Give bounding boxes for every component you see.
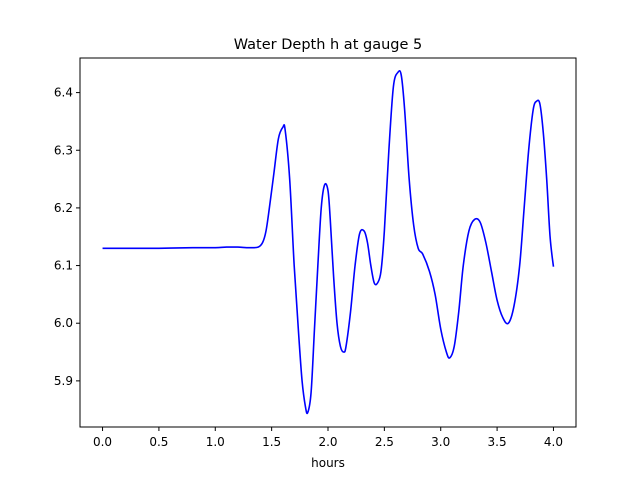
x-tick-label: 1.0 bbox=[206, 435, 225, 449]
x-tick-label: 0.0 bbox=[93, 435, 112, 449]
x-axis-ticks: 0.0 0.5 1.0 1.5 2.0 2.5 3.0 3.5 4.0 bbox=[93, 427, 563, 449]
y-tick-label: 6.0 bbox=[54, 316, 73, 330]
y-tick-label: 6.3 bbox=[54, 143, 73, 157]
x-tick-label: 0.5 bbox=[149, 435, 168, 449]
chart-title: Water Depth h at gauge 5 bbox=[234, 37, 422, 53]
plot-area bbox=[79, 57, 577, 428]
y-axis-ticks: 5.9 6.0 6.1 6.2 6.3 6.4 bbox=[54, 86, 80, 388]
x-tick-label: 1.5 bbox=[262, 435, 281, 449]
y-tick-label: 6.4 bbox=[54, 86, 73, 100]
x-tick-label: 3.0 bbox=[431, 435, 450, 449]
x-tick-label: 4.0 bbox=[544, 435, 563, 449]
series-line bbox=[102, 69, 555, 415]
x-axis-label: hours bbox=[311, 456, 345, 470]
x-tick-label: 3.5 bbox=[488, 435, 507, 449]
y-tick-label: 5.9 bbox=[54, 374, 73, 388]
x-tick-label: 2.5 bbox=[375, 435, 394, 449]
y-tick-label: 6.1 bbox=[54, 259, 73, 273]
y-tick-label: 6.2 bbox=[54, 201, 73, 215]
x-tick-label: 2.0 bbox=[318, 435, 337, 449]
series-lines bbox=[102, 69, 555, 415]
